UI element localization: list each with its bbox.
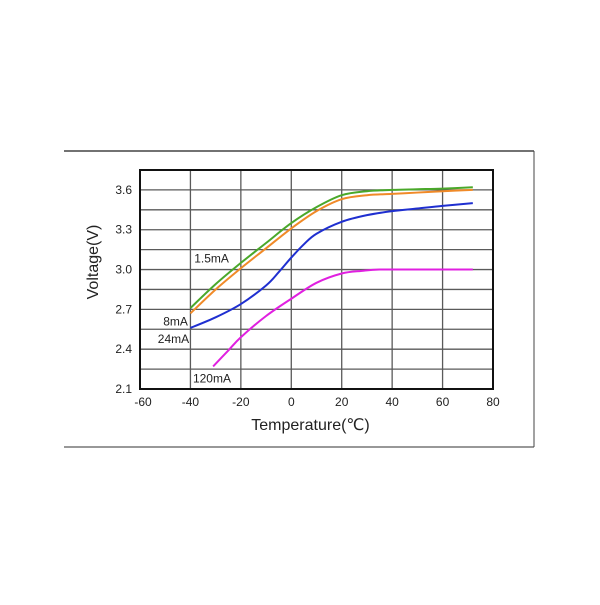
x-tick-label: -60: [134, 395, 152, 409]
x-axis-title: Temperature(℃): [251, 417, 369, 434]
figure-frame: [64, 150, 535, 448]
y-tick-label: 2.7: [115, 302, 132, 316]
y-tick-label: 2.1: [115, 382, 132, 396]
x-tick-label: 0: [288, 395, 295, 409]
series-annotation: 120mA: [193, 371, 231, 385]
plot-area-border: [139, 169, 494, 390]
chart-series: [189, 186, 473, 368]
series-line-1-5ma: [189, 186, 473, 309]
series-line-8ma: [189, 188, 473, 315]
x-tick-label: -40: [182, 395, 200, 409]
series-line-120ma: [212, 268, 473, 368]
x-tick-label: 60: [436, 395, 450, 409]
y-axis-ticks: 2.1 2.4 2.7 3.0 3.3 3.6: [115, 183, 132, 396]
x-tick-label: 80: [486, 395, 500, 409]
y-tick-label: 2.4: [115, 342, 132, 356]
x-tick-label: 20: [335, 395, 349, 409]
chart-grid: [140, 170, 493, 389]
y-axis-title: Voltage(V): [85, 225, 102, 300]
series-line-24ma: [190, 202, 473, 329]
y-tick-label: 3.0: [115, 263, 132, 277]
series-labels: 1.5mA 8mA 24mA 120mA: [158, 251, 231, 385]
series-annotation: 24mA: [158, 332, 189, 346]
x-tick-label: 40: [385, 395, 399, 409]
series-annotation: 8mA: [163, 314, 188, 328]
y-tick-label: 3.6: [115, 183, 132, 197]
x-axis-ticks: -60 -40 -20 0 20 40 60 80: [134, 395, 500, 409]
series-annotation: 1.5mA: [194, 251, 229, 265]
y-tick-label: 3.3: [115, 223, 132, 237]
x-tick-label: -20: [232, 395, 250, 409]
